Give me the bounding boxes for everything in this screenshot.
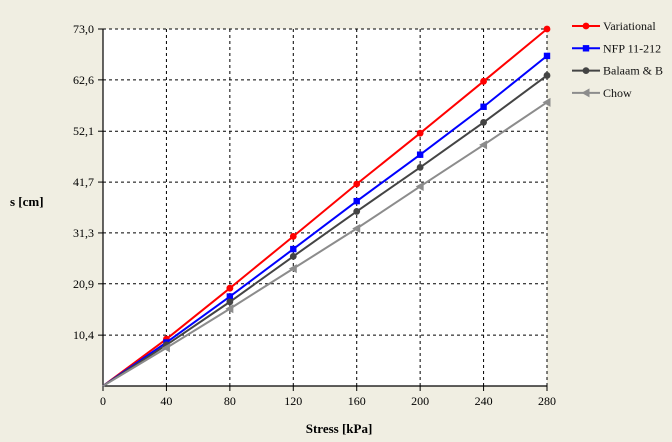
data-point-chow	[542, 97, 551, 107]
y-tick-label: 10,4	[73, 328, 94, 342]
y-tick-label: 41,7	[73, 175, 94, 189]
data-point-balaam-b	[226, 298, 234, 306]
legend-marker-chow	[581, 88, 590, 98]
series-line-variational	[102, 28, 548, 387]
data-point-balaam-b	[416, 163, 424, 171]
legend-marker-variational	[582, 22, 590, 30]
data-point-nfp-11-212	[226, 293, 234, 300]
legend-label-balaam-b: Balaam & B	[603, 64, 663, 78]
data-point-chow	[415, 181, 424, 191]
data-point-nfp-11-212	[480, 103, 487, 110]
data-point-chow	[479, 140, 488, 150]
data-point-balaam-b	[480, 119, 487, 126]
data-point-chow	[288, 264, 297, 274]
data-point-chow	[352, 224, 361, 234]
legend-label-nfp-11-212: NFP 11-212	[603, 41, 661, 55]
data-point-chow	[161, 343, 170, 353]
x-tick-label: 160	[348, 394, 366, 408]
data-point-variational	[480, 77, 487, 85]
plot-background	[103, 29, 547, 386]
x-tick-label: 240	[475, 394, 493, 408]
data-point-chow	[225, 304, 234, 314]
series-line-chow	[102, 101, 548, 387]
data-point-variational	[226, 284, 234, 292]
x-tick-label: 0	[100, 394, 106, 408]
x-tick-label: 200	[411, 394, 429, 408]
legend-label-variational: Variational	[603, 19, 656, 33]
x-tick-label: 40	[160, 394, 172, 408]
legend-marker-nfp-11-212	[582, 45, 590, 52]
y-tick-label: 20,9	[73, 277, 94, 291]
legend-label-chow: Chow	[603, 86, 632, 100]
series-line-nfp-11-212	[102, 55, 548, 387]
x-tick-label: 280	[538, 394, 556, 408]
y-axis-title: s [cm]	[10, 194, 44, 209]
y-tick-label: 62,6	[73, 73, 94, 87]
data-point-variational	[543, 25, 551, 33]
y-tick-label: 73,0	[73, 22, 94, 36]
data-point-variational	[289, 232, 297, 240]
data-point-nfp-11-212	[543, 52, 551, 60]
x-tick-label: 80	[224, 394, 236, 408]
y-tick-label: 52,1	[73, 124, 94, 138]
data-point-balaam-b	[353, 208, 361, 215]
data-point-balaam-b	[289, 253, 297, 260]
data-point-variational	[353, 180, 361, 188]
y-tick-label: 31,3	[73, 226, 94, 240]
data-point-nfp-11-212	[416, 151, 424, 158]
series-line-balaam-b	[102, 74, 548, 387]
x-tick-label: 120	[284, 394, 302, 408]
data-point-nfp-11-212	[353, 197, 360, 205]
data-point-nfp-11-212	[290, 245, 297, 253]
x-axis-title: Stress [kPa]	[306, 421, 373, 436]
legend-marker-balaam-b	[582, 67, 590, 74]
data-point-balaam-b	[543, 72, 551, 79]
data-point-variational	[416, 129, 424, 137]
